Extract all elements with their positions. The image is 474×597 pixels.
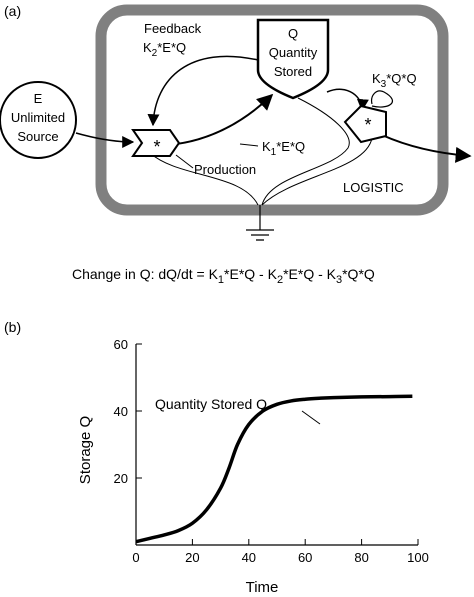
production-leader	[175, 154, 194, 169]
storage-to-loss-flow	[326, 88, 369, 112]
x-tick-label: 20	[185, 550, 199, 565]
y-axis-title: Storage Q	[77, 416, 94, 484]
storage-line-3: Stored	[274, 64, 312, 79]
k3-label: K3*Q*Q	[372, 71, 417, 90]
loss-feedback-loop	[371, 90, 393, 108]
curve-label: Quantity Stored Q	[155, 396, 267, 412]
k1-leader	[239, 143, 259, 147]
x-axis-title: Time	[246, 579, 279, 596]
loss-heat-path	[261, 137, 373, 206]
source-line-2: Unlimited	[11, 110, 65, 125]
k2-label: K2*E*Q	[143, 40, 186, 59]
loss-multiplier-symbol: *	[364, 115, 371, 135]
source-line-3: Source	[17, 129, 58, 144]
curve-label-leader	[301, 410, 321, 425]
panel-a-label: (a)	[4, 3, 21, 19]
outflow-arrow	[381, 134, 472, 163]
y-tick-label: 20	[114, 471, 128, 486]
panel-b-label: (b)	[4, 319, 21, 335]
production-heat-path	[149, 152, 259, 206]
x-tick-label: 60	[298, 550, 312, 565]
feedback-flow	[147, 55, 259, 127]
storage-heat-path	[261, 97, 350, 206]
logistic-label: LOGISTIC	[343, 180, 404, 195]
x-tick-label: 0	[132, 550, 139, 565]
k1-label: K1*E*Q	[262, 139, 305, 158]
series-line-quantity-stored	[135, 394, 413, 544]
y-tick-label: 60	[114, 337, 128, 352]
source-to-production-flow	[75, 132, 135, 148]
source-circle	[0, 81, 77, 159]
storage-tank	[256, 18, 330, 100]
loss-multiplier-icon	[343, 104, 387, 144]
source-line-1: E	[34, 91, 43, 106]
x-tick-label: 100	[407, 550, 429, 565]
production-multiplier-icon	[131, 129, 181, 157]
feedback-label: Feedback	[144, 21, 202, 36]
storage-line-1: Q	[288, 26, 298, 41]
y-tick-label: 40	[114, 404, 128, 419]
production-to-storage-flow	[167, 93, 274, 146]
x-tick-label: 40	[242, 550, 256, 565]
x-tick-label: 80	[354, 550, 368, 565]
production-label: Production	[194, 162, 256, 177]
storage-line-2: Quantity	[269, 45, 318, 60]
system-boundary	[95, 4, 449, 216]
x-ticks: 0 20 40 60 80 100	[132, 539, 429, 565]
rate-equation: Change in Q: dQ/dt = K1*E*Q - K2*E*Q - K…	[72, 266, 375, 286]
y-ticks: 20 40 60	[114, 337, 142, 486]
heat-sink-icon	[246, 229, 274, 241]
storage-chart: 0 20 40 60 80 100 20 40 60 Quantity Stored Q Ti…	[77, 337, 429, 596]
production-multiplier-symbol: *	[153, 137, 160, 157]
